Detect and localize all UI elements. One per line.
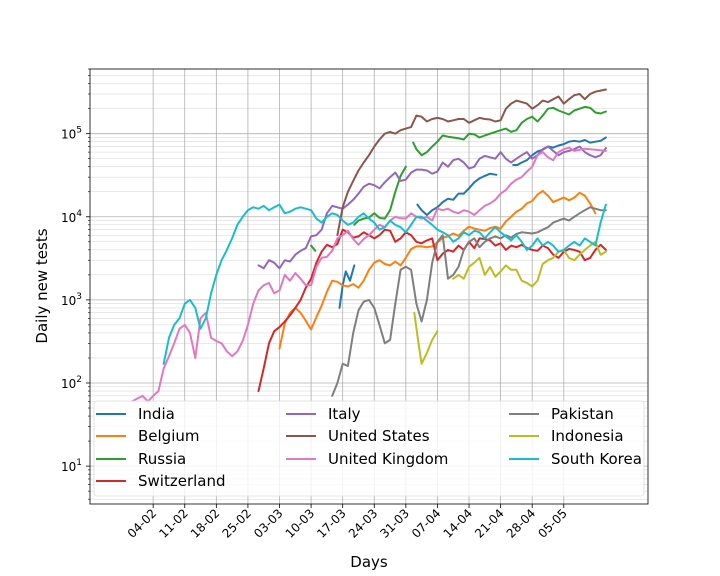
x-tick-label: 28-04 [504,506,539,541]
legend-label: India [138,405,175,423]
legend-label: United States [328,427,430,445]
x-tick-label: 31-03 [377,506,412,541]
legend-label: Russia [138,450,186,468]
x-axis: 04-0211-0218-0225-0203-0310-0317-0324-03… [125,504,570,541]
series-line-india [338,264,356,309]
legend-label: South Korea [551,450,642,468]
series-line-indonesia [413,311,439,365]
legend-label: Italy [328,405,361,423]
y-axis: 101 102 103 104 105 [61,68,90,500]
series-line-united-states [336,88,607,237]
x-tick-label: 04-02 [125,506,160,541]
y-tick-label: 104 [61,209,82,225]
series-line-russia [310,244,317,252]
x-tick-label: 11-02 [156,506,191,541]
series-line-russia [412,105,607,157]
series-line-india [512,136,607,166]
x-tick-label: 07-04 [409,506,444,541]
legend-frame [93,400,645,497]
series-line-italy [257,145,607,270]
legend-label: Belgium [138,427,200,445]
y-axis-title: Daily new tests [33,228,51,343]
series-line-india [416,172,498,216]
x-tick-label: 10-03 [283,506,318,541]
series-line-united-kingdom [131,146,607,403]
series-line-indonesia [452,240,607,288]
legend-label: Pakistan [551,405,614,423]
x-tick-label: 18-02 [188,506,223,541]
y-tick-label: 103 [61,292,82,308]
x-tick-label: 21-04 [472,506,507,541]
x-tick-label: 05-05 [535,506,570,541]
x-tick-label: 25-02 [219,506,254,541]
x-tick-label: 14-04 [441,506,476,541]
series-line-pakistan [331,206,607,397]
legend-label: Switzerland [138,472,226,490]
x-axis-title: Days [350,553,388,571]
x-tick-label: 17-03 [314,506,349,541]
legend-label: Indonesia [551,427,624,445]
series-lines [131,88,607,403]
x-tick-label: 03-03 [251,506,286,541]
series-line-switzerland [257,228,607,393]
series-line-russia [353,165,407,226]
legend: India Belgium Russia Switzerland Italy United… [93,400,645,497]
y-tick-label: 101 [61,458,82,474]
x-tick-label: 24-03 [346,506,381,541]
y-tick-label: 102 [61,375,82,391]
y-tick-label: 105 [61,126,82,142]
plot-area-frame [89,68,649,505]
series-line-south-korea [162,203,607,365]
legend-label: United Kingdom [328,450,448,468]
